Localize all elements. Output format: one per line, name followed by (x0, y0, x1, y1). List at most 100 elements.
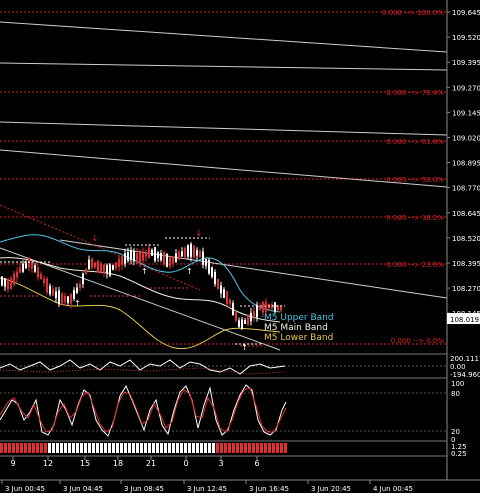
candle-body[interactable] (235, 312, 237, 321)
candle-body[interactable] (103, 264, 105, 274)
candle-body[interactable] (181, 251, 183, 257)
candle-body[interactable] (199, 250, 201, 258)
candle-body[interactable] (280, 305, 282, 311)
candle-body[interactable] (244, 319, 246, 325)
candle-body[interactable] (85, 268, 87, 275)
candle-body[interactable] (232, 303, 234, 316)
time-axis[interactable]: 3 Jun 00:45 3 Jun 04:45 3 Jun 08:45 3 Jun 1… (0, 479, 480, 493)
candle-body[interactable] (229, 299, 231, 305)
candle-body[interactable] (4, 278, 6, 287)
candle-body[interactable] (37, 267, 39, 278)
candle-body[interactable] (73, 290, 75, 299)
candle-body[interactable] (196, 250, 198, 256)
candle-body[interactable] (241, 319, 243, 330)
candle-body[interactable] (127, 252, 129, 261)
candle-body[interactable] (112, 265, 114, 270)
candle-body[interactable] (136, 252, 138, 262)
candle-body[interactable] (46, 278, 48, 293)
candle-body[interactable] (214, 271, 216, 285)
candle-body[interactable] (277, 305, 279, 311)
candle-body[interactable] (217, 278, 219, 290)
candle-body[interactable] (58, 290, 60, 304)
candle-body[interactable] (211, 267, 213, 277)
candle-body[interactable] (31, 260, 33, 269)
candle-body[interactable] (109, 264, 111, 276)
candle-body[interactable] (88, 259, 90, 270)
candle-body[interactable] (178, 251, 180, 260)
candle-body[interactable] (1, 276, 3, 286)
candle-body[interactable] (202, 251, 204, 265)
candle-body[interactable] (76, 287, 78, 293)
trendline-3[interactable] (0, 121, 448, 136)
candle-body[interactable] (163, 252, 165, 265)
trendline-4[interactable] (0, 149, 448, 188)
candle-body[interactable] (67, 296, 69, 303)
indicator-pane-2[interactable] (0, 384, 447, 437)
indicator-pane-1[interactable] (0, 359, 447, 375)
candle-body[interactable] (238, 320, 240, 327)
candle-body[interactable] (205, 259, 207, 266)
candle-body[interactable] (124, 253, 126, 264)
candle-body[interactable] (145, 252, 147, 257)
candle-body[interactable] (253, 311, 255, 317)
candle-body[interactable] (7, 279, 9, 289)
candle-body[interactable] (256, 304, 258, 318)
candle-body[interactable] (148, 247, 150, 258)
candle-body[interactable] (220, 285, 222, 294)
candle-body[interactable] (40, 273, 42, 280)
candle-body[interactable] (184, 247, 186, 258)
trend-lines[interactable] (0, 21, 448, 351)
candle-body[interactable] (100, 263, 102, 274)
candle-body[interactable] (262, 302, 264, 313)
candle-body[interactable] (250, 312, 252, 322)
candle-body[interactable] (49, 285, 51, 295)
candle-body[interactable] (151, 249, 153, 256)
candle-body[interactable] (154, 247, 156, 261)
candle-body[interactable] (247, 314, 249, 325)
candle-body[interactable] (28, 258, 30, 268)
trendline-6[interactable] (0, 247, 281, 351)
candle-body[interactable] (160, 253, 162, 261)
candle-body[interactable] (172, 256, 174, 264)
candle-body[interactable] (55, 291, 57, 299)
candle-body[interactable] (115, 262, 117, 269)
candle-body[interactable] (106, 265, 108, 274)
candle-body[interactable] (34, 265, 36, 272)
candle-body[interactable] (79, 283, 81, 289)
candle-body[interactable] (16, 271, 18, 278)
candle-body[interactable] (25, 262, 27, 269)
candle-body[interactable] (70, 293, 72, 304)
candle-body[interactable] (10, 278, 12, 289)
candlesticks[interactable] (0, 237, 285, 347)
candle-body[interactable] (169, 257, 171, 267)
candle-body[interactable] (175, 253, 177, 263)
candle-body[interactable] (19, 267, 21, 273)
candle-body[interactable] (118, 258, 120, 267)
candle-body[interactable] (139, 252, 141, 264)
candle-body[interactable] (190, 243, 192, 257)
candle-body[interactable] (223, 289, 225, 298)
trendline-2[interactable] (0, 62, 448, 71)
candle-body[interactable] (226, 291, 228, 305)
candle-body[interactable] (94, 262, 96, 268)
price-axis[interactable]: 109.645 109.520 109.395 109.270 109.145 109.0… (446, 0, 480, 480)
candle-body[interactable] (133, 251, 135, 261)
candle-body[interactable] (43, 278, 45, 284)
indicator-pane-3[interactable] (0, 443, 287, 453)
candle-body[interactable] (157, 252, 159, 259)
candle-body[interactable] (265, 301, 267, 312)
candle-body[interactable] (82, 273, 84, 285)
candle-body[interactable] (97, 260, 99, 273)
candle-body[interactable] (259, 305, 261, 311)
candle-body[interactable] (193, 245, 195, 258)
trendline-1[interactable] (0, 21, 448, 53)
candle-body[interactable] (13, 273, 15, 285)
candle-body[interactable] (274, 302, 276, 312)
candle-body[interactable] (166, 253, 168, 267)
candle-body[interactable] (91, 258, 93, 268)
candle-body[interactable] (52, 289, 54, 296)
candle-body[interactable] (130, 250, 132, 260)
candle-body[interactable] (61, 293, 63, 304)
